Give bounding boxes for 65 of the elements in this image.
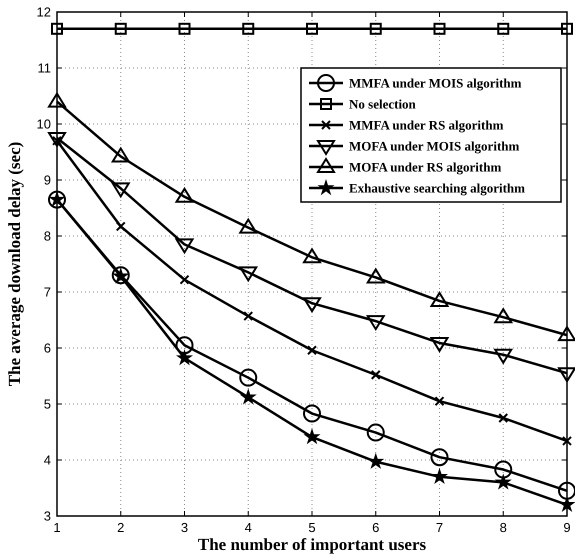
point: [434, 22, 446, 35]
legend-label: MMFA under MOIS algorithm: [349, 76, 522, 91]
y-axis-title: The average download delay (sec): [5, 142, 24, 386]
point: [303, 404, 321, 423]
point: [558, 326, 575, 342]
y-tick-label: 7: [44, 284, 51, 300]
legend-label: MOFA under MOIS algorithm: [349, 138, 520, 154]
point: [558, 482, 575, 500]
point: [494, 308, 512, 324]
point: [366, 424, 385, 442]
point: [239, 368, 258, 387]
point: [243, 311, 254, 322]
y-tick-label: 6: [44, 340, 51, 356]
point: [370, 22, 382, 35]
point: [434, 396, 444, 406]
point: [112, 147, 130, 162]
point: [370, 370, 381, 380]
x-tick-label: 8: [500, 520, 507, 535]
x-tick-label: 4: [244, 520, 252, 535]
legend-label: MOFA under RS algorithm: [349, 160, 502, 175]
legend-label: MMFA under RS algorithm: [349, 118, 504, 133]
y-tick-label: 4: [44, 452, 51, 468]
x-axis-title: The number of important users: [198, 535, 427, 554]
point: [176, 188, 194, 203]
point: [116, 221, 126, 232]
point: [561, 22, 573, 35]
point: [176, 336, 194, 354]
point: [240, 388, 257, 405]
x-tick-label: 3: [180, 520, 188, 535]
x-tick-label: 5: [308, 520, 316, 535]
y-tick-label: 11: [38, 60, 51, 76]
point: [180, 274, 190, 285]
point: [114, 22, 127, 35]
legend-label: Exhaustive searching algorithm: [349, 180, 526, 196]
point: [307, 345, 317, 356]
point: [430, 448, 448, 466]
point: [303, 248, 321, 264]
point: [51, 22, 63, 35]
point: [498, 413, 508, 423]
point: [176, 349, 194, 366]
point: [430, 292, 448, 307]
y-tick-label: 9: [44, 172, 51, 188]
x-tick-label: 6: [372, 520, 380, 535]
point: [306, 22, 318, 35]
y-tick-label: 5: [44, 396, 51, 412]
y-tick-label: 3: [44, 508, 51, 524]
point: [497, 22, 510, 35]
point: [303, 428, 321, 444]
y-tick-label: 12: [36, 4, 51, 20]
y-tick-label: 10: [36, 116, 51, 132]
point: [367, 452, 384, 469]
point: [562, 436, 572, 446]
point: [494, 460, 512, 479]
x-tick-label: 1: [53, 520, 61, 535]
point: [48, 92, 66, 108]
point: [366, 268, 385, 284]
x-tick-label: 7: [436, 520, 444, 535]
x-tick-label: 9: [563, 520, 571, 535]
point: [239, 218, 258, 234]
x-tick-label: 2: [117, 520, 124, 535]
point: [242, 22, 254, 35]
legend-label: No selection: [349, 96, 417, 112]
y-tick-label: 8: [44, 228, 51, 244]
point: [494, 473, 512, 490]
point: [178, 22, 190, 35]
